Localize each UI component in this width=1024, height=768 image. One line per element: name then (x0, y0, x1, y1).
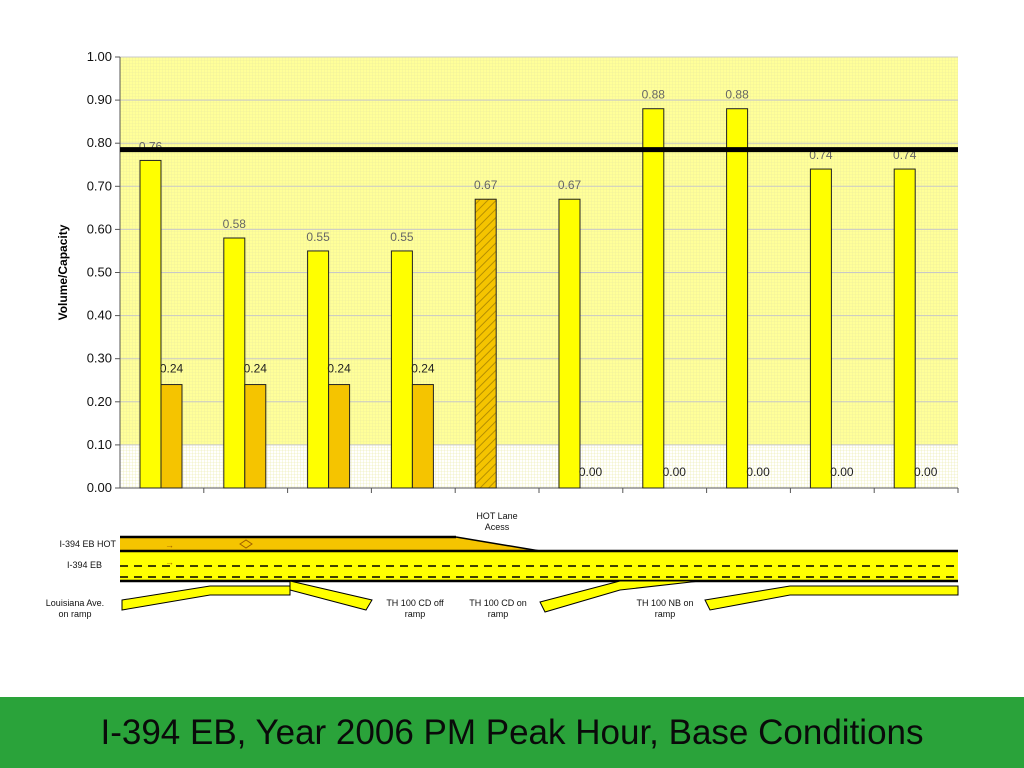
data-label-hot: 0.00 (579, 465, 603, 479)
hot-lane-pavement (120, 537, 540, 551)
y-tick-label: 0.50 (87, 265, 112, 280)
bar-general (642, 108, 665, 489)
footer-band: I-394 EB, Year 2006 PM Peak Hour, Base C… (0, 697, 1024, 768)
road-diagram: → → I-394 EB HOT I-394 EB HOT Lane Acess Louis… (46, 511, 959, 619)
ramp-label: TH 100 NB on ramp (636, 598, 693, 619)
data-label-general: 0.67 (474, 178, 498, 192)
data-label-general: 0.88 (642, 88, 666, 102)
y-tick-label: 0.70 (87, 178, 112, 193)
plot-area: 0.00 0.10 0.20 0.30 0.40 0.50 0.60 0.70 0.80 0.90… (87, 49, 959, 495)
bar-general (223, 237, 246, 489)
y-tick-label: 1.00 (87, 49, 112, 64)
bar-hot (244, 384, 267, 489)
ramp-louisiana-on (121, 585, 291, 611)
data-label-hot: 0.00 (914, 465, 938, 479)
bar-hot (160, 384, 183, 489)
hot-lane-access-label: HOT Lane Acess (476, 511, 517, 532)
data-label-general: 0.67 (558, 178, 582, 192)
bar-general (893, 168, 916, 489)
ramp-label: TH 100 CD on ramp (469, 598, 527, 619)
y-tick-label: 0.10 (87, 437, 112, 452)
ramp-th100-cd-on (539, 580, 701, 613)
bar-general (390, 250, 413, 489)
hov-diamond-icon (239, 539, 253, 549)
bar-hot (411, 384, 434, 489)
ramp-th100-nb-on (704, 585, 959, 611)
lane-label-hot: I-394 EB HOT (59, 539, 116, 549)
chart-area: 0.00 0.10 0.20 0.30 0.40 0.50 0.60 0.70 0.80 0.90… (46, 49, 959, 619)
mainline-pavement (120, 551, 958, 581)
y-axis-label: Volume/Capacity (56, 224, 70, 320)
data-label-hot: 0.24 (160, 362, 184, 376)
data-label-hot: 0.00 (746, 465, 770, 479)
y-tick-label: 0.60 (87, 221, 112, 236)
direction-arrow-icon: → (165, 557, 174, 567)
slide-title: I-394 EB, Year 2006 PM Peak Hour, Base C… (100, 712, 924, 752)
y-tick-label: 0.40 (87, 308, 112, 323)
y-tick-label: 0.20 (87, 394, 112, 409)
data-label-hot: 0.00 (663, 465, 687, 479)
data-label-general: 0.55 (306, 230, 330, 244)
y-tick-label: 0.00 (87, 480, 112, 495)
data-label-general: 0.88 (725, 88, 749, 102)
hot-lane-taper (455, 536, 541, 552)
bar-general (307, 250, 330, 489)
data-label-general: 0.55 (390, 230, 414, 244)
bar-general (558, 198, 581, 489)
bar-general (474, 198, 497, 489)
data-label-hot: 0.24 (244, 362, 268, 376)
data-label-hot: 0.00 (830, 465, 854, 479)
data-label-general: 0.58 (223, 217, 247, 231)
direction-arrow-icon: → (165, 540, 174, 550)
bar-general (139, 159, 162, 489)
ramp-label: Louisiana Ave. on ramp (46, 598, 104, 619)
bar-general (726, 108, 749, 489)
bar-general (809, 168, 832, 489)
y-tick-label: 0.80 (87, 135, 112, 150)
y-tick-label: 0.30 (87, 351, 112, 366)
bar-hot (328, 384, 351, 489)
data-label-hot: 0.24 (411, 362, 435, 376)
ramp-th100-cd-off (289, 580, 373, 611)
y-tick-label: 0.90 (87, 92, 112, 107)
lane-label-mainline: I-394 EB (67, 560, 102, 570)
ramp-label: TH 100 CD off ramp (386, 598, 444, 619)
data-label-hot: 0.24 (327, 362, 351, 376)
